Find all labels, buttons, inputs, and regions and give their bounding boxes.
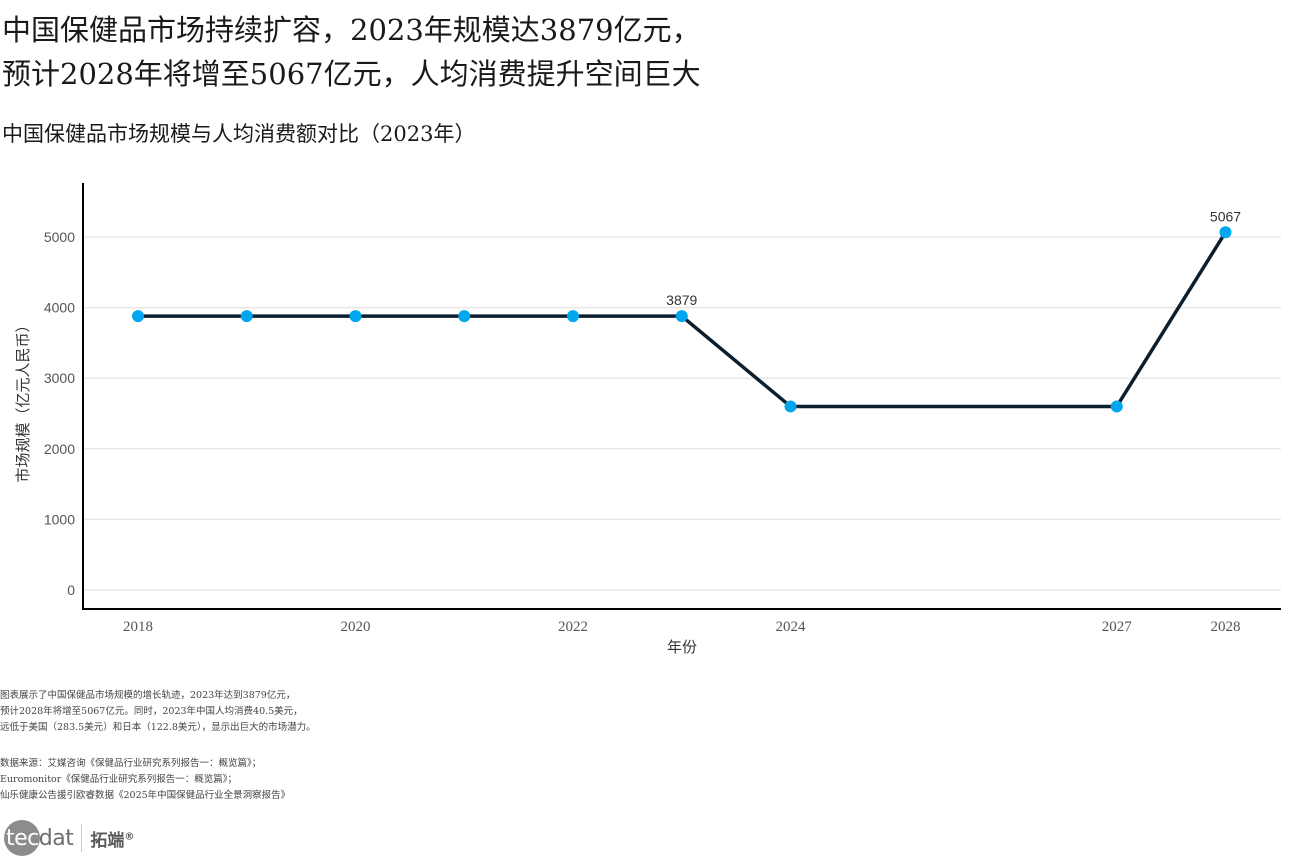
chart-subtitle: 中国保健品市场规模与人均消费额对比（2023年）	[2, 122, 476, 146]
data-point-marker	[675, 310, 688, 323]
source-line-1: 数据来源：艾媒咨询《保健品行业研究系列报告一：概览篇》；	[0, 758, 262, 769]
x-tick-label: 2018	[123, 619, 153, 635]
x-tick-label: 2024	[776, 619, 807, 635]
gridlines	[84, 236, 1281, 591]
x-tick-label: 2027	[1102, 619, 1133, 635]
x-axis-ticks: 2018 2020 2022 2024 2027 2028	[123, 619, 1241, 635]
headline-line-2: 预计2028年将增至5067亿元，人均消费提升空间巨大	[2, 57, 701, 91]
notes-line-1: 图表展示了中国保健品市场规模的增长轨迹，2023年达到3879亿元，	[0, 690, 296, 701]
data-point-marker	[132, 310, 144, 323]
y-axis-ticks: 0 1000 2000 3000 4000 5000	[44, 229, 75, 598]
y-tick-label: 4000	[44, 300, 75, 316]
data-sources: 数据来源：艾媒咨询《保健品行业研究系列报告一：概览篇》； Euromonitor…	[0, 756, 290, 804]
data-point-marker	[784, 400, 797, 413]
chart-notes: 图表展示了中国保健品市场规模的增长轨迹，2023年达到3879亿元， 预计202…	[0, 688, 316, 736]
x-tick-label: 2022	[558, 619, 588, 635]
headline: 中国保健品市场持续扩容，2023年规模达3879亿元， 预计2028年将增至50…	[2, 8, 701, 96]
logo-text-cn: 拓端®	[90, 826, 134, 851]
data-point-marker	[567, 310, 579, 323]
y-tick-label: 0	[67, 582, 75, 598]
data-point-markers	[132, 226, 1232, 413]
logo-mark: tec dat	[4, 820, 74, 856]
y-tick-label: 5000	[44, 229, 75, 245]
registered-mark-icon: ®	[124, 830, 135, 842]
notes-line-3: 远低于美国（283.5美元）和日本（122.8美元），显示出巨大的市场潜力。	[0, 722, 316, 733]
notes-line-2: 预计2028年将增至5067亿元。同时，2023年中国人均消费40.5美元，	[0, 706, 303, 717]
x-tick-label: 2028	[1211, 619, 1241, 635]
logo-text-dat: dat	[38, 825, 74, 851]
y-tick-label: 3000	[44, 370, 75, 386]
data-label: 5067	[1210, 208, 1241, 224]
data-point-marker	[1219, 226, 1232, 239]
x-axis-title: 年份	[667, 638, 697, 656]
source-line-3: 仙乐健康公告援引欧睿数据《2025年中国保健品行业全景洞察报告》	[0, 790, 291, 801]
tecdat-logo: tec dat 拓端®	[4, 820, 134, 856]
data-point-marker	[240, 310, 253, 323]
data-point-marker	[1110, 400, 1123, 413]
data-label: 3879	[666, 292, 697, 308]
data-point-marker	[458, 310, 471, 323]
logo-cn-label: 拓端	[90, 830, 125, 851]
x-tick-label: 2020	[341, 619, 371, 635]
data-point-marker	[349, 310, 362, 323]
logo-circle-icon	[4, 820, 40, 856]
logo-text-tec: tec	[6, 825, 39, 851]
logo-divider	[81, 824, 83, 852]
data-labels: 3879 5067	[666, 208, 1241, 308]
source-line-2: Euromonitor《保健品行业研究系列报告一：概览篇》；	[0, 774, 238, 785]
y-axis-title: 市场规模（亿元人民币）	[14, 317, 32, 482]
headline-line-1: 中国保健品市场持续扩容，2023年规模达3879亿元，	[2, 13, 701, 47]
y-tick-label: 2000	[44, 441, 75, 457]
y-tick-label: 1000	[44, 511, 75, 527]
